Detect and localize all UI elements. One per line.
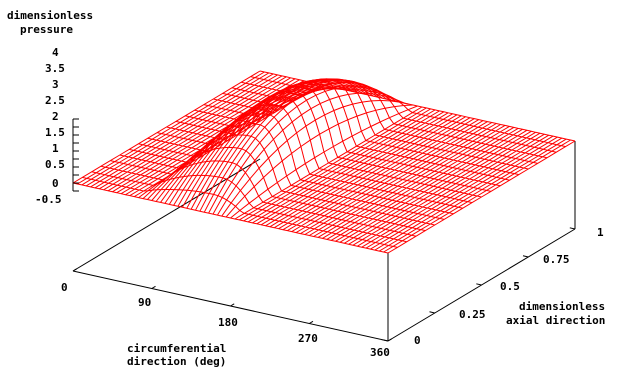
x-tick-label: 180: [218, 316, 238, 329]
z-tick-label: 2.5: [45, 94, 65, 107]
pressure-surface: [72, 70, 576, 254]
z-tick-label: 1: [52, 142, 59, 155]
surface-mesh-line: [91, 171, 407, 243]
surface-mesh-line: [175, 85, 492, 192]
x-axis-label-line1: circumferential: [127, 342, 226, 355]
surface-mesh-line: [128, 123, 445, 220]
y-axis-label-line2: axial direction: [506, 314, 605, 327]
surface-mesh-line: [82, 176, 398, 248]
y-tick-mark: [522, 255, 529, 258]
y-axis-label-line1: dimensionless: [519, 300, 605, 313]
x-tick-mark: [387, 338, 392, 342]
surface-mesh-line: [166, 90, 482, 198]
x-tick-label: 360: [370, 346, 390, 359]
z-tick-label: 0.5: [45, 158, 65, 171]
z-tick-label: 3.5: [45, 62, 65, 75]
surface-mesh-line: [222, 79, 538, 164]
x-tick-label: 90: [138, 296, 151, 309]
z-tick-label: 2: [52, 110, 59, 123]
surface-mesh-line: [231, 81, 548, 159]
y-tick-mark: [429, 311, 435, 314]
y-tick-mark: [569, 227, 576, 230]
surface-mesh-line: [194, 79, 510, 181]
z-tick-label: 4: [52, 46, 59, 59]
surface-mesh-line: [147, 104, 463, 209]
x-tick-label: 270: [298, 332, 318, 345]
surface-mesh-line: [100, 160, 417, 237]
surface-mesh-line: [241, 81, 557, 153]
y-tick-mark: [476, 283, 482, 286]
y-tick-label: 0.5: [500, 280, 520, 293]
surface-mesh-line: [203, 78, 520, 176]
surface-mesh-line: [119, 134, 435, 226]
surface-mesh-line: [138, 113, 454, 215]
x-tick-mark: [151, 285, 156, 289]
z-axis-label-line1: dimensionless: [7, 9, 93, 22]
surface-mesh-line: [213, 78, 529, 170]
surface-mesh-line: [160, 86, 348, 203]
z-tick-label: -0.5: [35, 193, 62, 206]
x-tick-mark: [72, 268, 77, 272]
surface-mesh-line: [157, 96, 473, 204]
y-tick-mark: [382, 339, 389, 342]
surface-mesh-line: [259, 70, 576, 142]
y-tick-label: 0.25: [459, 308, 486, 321]
surface-mesh-line: [250, 76, 566, 148]
tick-marks: [72, 118, 576, 342]
z-tick-label: 3: [52, 78, 59, 91]
y-tick-label: 1: [597, 226, 604, 239]
x-tick-label: 0: [61, 281, 68, 294]
x-axis-label-line2: direction (deg): [127, 355, 226, 368]
z-tick-label: 1.5: [45, 126, 65, 139]
x-tick-mark: [309, 320, 314, 324]
floor-back-left-edge: [72, 158, 261, 272]
y-tick-label: 0: [414, 334, 421, 347]
z-axis-label-line2: pressure: [20, 23, 73, 36]
x-tick-mark: [230, 303, 235, 307]
surface-mesh-line: [110, 146, 426, 232]
z-tick-label: 0: [52, 177, 59, 190]
surface-mesh-line: [72, 182, 389, 254]
y-tick-label: 0.75: [543, 253, 570, 266]
surface-mesh-line: [185, 82, 501, 187]
